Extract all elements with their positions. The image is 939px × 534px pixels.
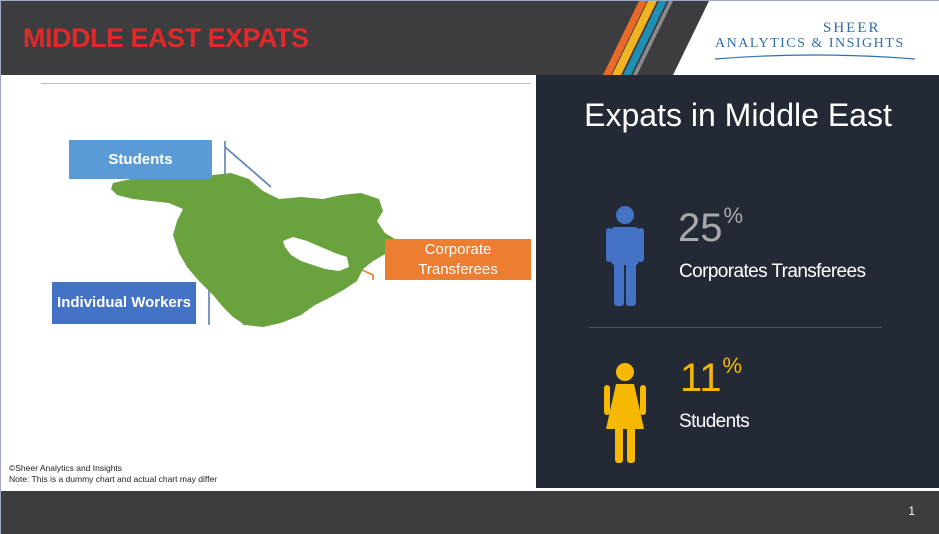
stats-divider xyxy=(589,327,882,328)
slide-header: MIDDLE EAST EXPATS SHEER ANALYTICS & INS… xyxy=(1,1,939,75)
corporate-stat-label: Corporates Transferees xyxy=(679,261,866,282)
disclaimer-text: Note: This is a dummy chart and actual c… xyxy=(9,474,218,484)
middle-east-map xyxy=(111,141,395,327)
gulf-water xyxy=(283,237,349,271)
company-logo: SHEER ANALYTICS & INSIGHTS xyxy=(673,1,939,75)
page-number: 1 xyxy=(908,504,915,518)
male-person-icon xyxy=(606,206,644,306)
students-connector-line xyxy=(224,141,272,188)
stats-title: Expats in Middle East xyxy=(584,97,892,133)
students-percentage: 11% xyxy=(680,353,743,400)
female-person-icon xyxy=(604,363,646,463)
students-stat-label: Students xyxy=(679,411,750,432)
decorative-stripes xyxy=(603,1,673,75)
copyright-text: ©Sheer Analytics and Insights xyxy=(9,463,123,473)
stats-panel: Expats in Middle East 25% Corporates Tra… xyxy=(536,75,939,489)
logo-text-sheer: SHEER xyxy=(823,20,881,36)
footer-divider xyxy=(1,488,939,491)
map-panel: Students Individual Workers Corporate Tr… xyxy=(1,75,536,489)
corporate-percentage: 25% xyxy=(678,203,744,250)
top-rule xyxy=(41,83,531,84)
logo-text-analytics: ANALYTICS & INSIGHTS xyxy=(715,36,905,51)
slide-title: MIDDLE EAST EXPATS xyxy=(23,23,309,53)
map-region-shape xyxy=(111,171,395,327)
students-label: Students xyxy=(69,140,212,179)
individual-workers-label: Individual Workers xyxy=(52,282,196,324)
corporate-transferees-label: Corporate Transferees xyxy=(385,239,531,280)
slide-footer: 1 xyxy=(1,491,939,534)
footnote: ©Sheer Analytics and Insights Note: This… xyxy=(9,463,217,485)
logo-swoosh xyxy=(715,54,915,60)
